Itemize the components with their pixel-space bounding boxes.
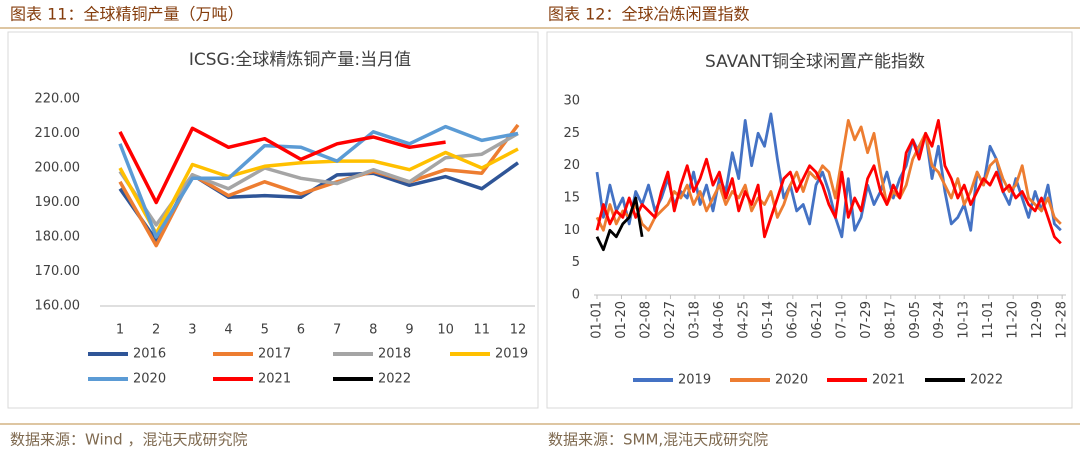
x-tick-label: 2 [152, 323, 160, 338]
x-tick-label: 10-13 [957, 301, 972, 339]
x-tick-label: 03-18 [687, 301, 702, 339]
y-tick-label: 200.00 [35, 161, 81, 176]
y-tick-label: 20 [563, 158, 580, 173]
series-line [118, 147, 519, 236]
series-line [595, 196, 644, 252]
y-tick-label: 15 [563, 191, 580, 206]
caption: 图表 12：全球冶炼闲置指数 [548, 5, 749, 24]
x-tick-label: 11-01 [981, 301, 996, 339]
x-tick-label: 02-27 [663, 301, 678, 339]
y-tick-label: 170.00 [35, 264, 81, 279]
source: 数据来源：SMM,混沌天成研究院 [548, 431, 768, 449]
legend-label: 2017 [258, 347, 291, 362]
x-tick-label: 08-17 [883, 301, 898, 339]
x-tick-label: 09-24 [932, 301, 947, 339]
x-tick-label: 12-09 [1030, 301, 1045, 339]
y-tick-label: 10 [563, 223, 580, 238]
chart-frame [7, 31, 539, 409]
legend-label: 2019 [495, 347, 528, 362]
y-tick-label: 190.00 [35, 195, 81, 210]
x-tick-label: 01-20 [614, 301, 629, 339]
y-tick-label: 180.00 [35, 230, 81, 245]
y-tick-label: 210.00 [35, 126, 81, 141]
y-tick-label: 160.00 [35, 299, 81, 314]
series-line [118, 126, 446, 205]
series-line [118, 124, 519, 239]
x-tick-label: 09-05 [908, 301, 923, 339]
chart-title: SAVANT铜全球闲置产能指数 [705, 52, 925, 72]
x-tick-label: 04-06 [712, 301, 727, 339]
legend-label: 2019 [678, 373, 711, 388]
x-tick-label: 8 [369, 323, 377, 338]
series-line [595, 119, 1062, 232]
y-tick-label: 30 [563, 94, 580, 109]
y-tick-label: 0 [572, 288, 580, 303]
caption: 图表 11：全球精铜产量（万吨） [10, 5, 243, 24]
x-tick-label: 9 [405, 323, 413, 338]
x-tick-label: 06-21 [810, 301, 825, 339]
legend-label: 2021 [872, 373, 905, 388]
series-line [595, 119, 1062, 245]
legend-label: 2022 [378, 372, 411, 387]
x-tick-label: 1 [116, 323, 124, 338]
legend-label: 2022 [970, 373, 1003, 388]
legend-label: 2020 [775, 373, 808, 388]
x-tick-label: 01-01 [590, 301, 605, 339]
legend-label: 2020 [133, 372, 166, 387]
chart-title: ICSG:全球精炼铜产量:当月值 [189, 50, 411, 70]
y-tick-label: 5 [572, 255, 580, 270]
x-tick-label: 4 [224, 323, 232, 338]
x-tick-label: 07-10 [834, 301, 849, 339]
x-tick-label: 07-29 [859, 301, 874, 339]
legend-label: 2016 [133, 347, 166, 362]
y-tick-label: 25 [563, 126, 580, 141]
x-tick-label: 11-20 [1006, 301, 1021, 339]
x-tick-label: 02-08 [638, 301, 653, 339]
x-tick-label: 11 [474, 323, 491, 338]
x-tick-label: 3 [188, 323, 196, 338]
source: 数据来源：Wind ，混沌天成研究院 [10, 431, 247, 449]
x-tick-label: 7 [333, 323, 341, 338]
x-tick-label: 04-25 [736, 301, 751, 339]
legend-label: 2021 [258, 372, 291, 387]
x-tick-label: 12-28 [1055, 301, 1070, 339]
x-tick-label: 12 [510, 323, 527, 338]
x-tick-label: 5 [261, 323, 269, 338]
x-tick-label: 6 [297, 323, 305, 338]
x-tick-label: 10 [437, 323, 454, 338]
series-line [118, 131, 519, 227]
x-tick-label: 06-02 [785, 301, 800, 339]
x-tick-label: 05-14 [761, 301, 776, 339]
legend-label: 2018 [378, 347, 411, 362]
y-tick-label: 220.00 [35, 92, 81, 107]
chart-frame [546, 31, 1073, 409]
